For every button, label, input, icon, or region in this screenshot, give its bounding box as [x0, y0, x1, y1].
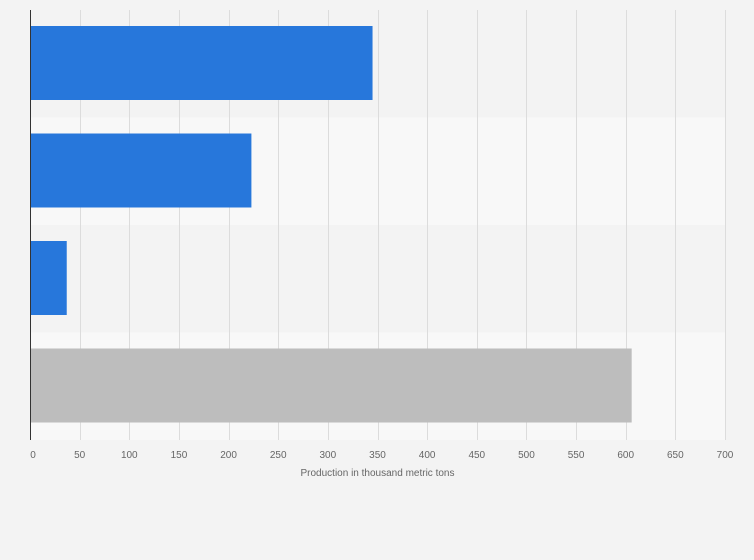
row-band	[30, 225, 725, 333]
x-tick-label: 500	[518, 450, 535, 461]
x-tick-label: 100	[121, 450, 138, 461]
x-tick-label: 550	[568, 450, 585, 461]
bars	[30, 26, 632, 423]
x-tick-label: 300	[320, 450, 337, 461]
x-tick-label: 150	[171, 450, 188, 461]
x-tick-label: 250	[270, 450, 287, 461]
x-tick-label: 400	[419, 450, 436, 461]
x-axis-tick-labels: 0 50 100 150 200 250 300 350 400 450 500 550 600 650 7…	[30, 450, 734, 461]
x-tick-label: 0	[30, 450, 36, 461]
bar	[30, 348, 632, 423]
bar	[30, 241, 67, 315]
x-tick-label: 50	[74, 450, 86, 461]
x-tick-label: 200	[220, 450, 237, 461]
x-tick-label: 350	[369, 450, 386, 461]
x-tick-label: 700	[717, 450, 734, 461]
bar	[30, 133, 252, 208]
x-tick-label: 650	[667, 450, 684, 461]
x-tick-label: 600	[617, 450, 634, 461]
x-tick-label: 450	[468, 450, 485, 461]
bar	[30, 26, 373, 100]
x-axis-title: Production in thousand metric tons	[301, 468, 455, 479]
